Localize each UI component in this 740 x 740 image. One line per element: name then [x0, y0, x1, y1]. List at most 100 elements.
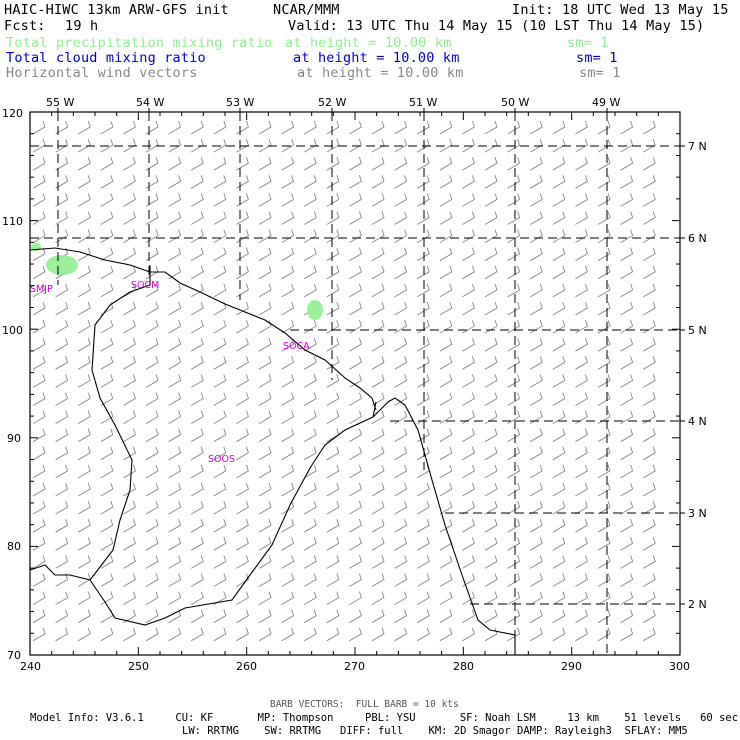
wind-barb	[529, 283, 543, 298]
wind-barb	[190, 519, 204, 533]
y-tick-label: 110	[2, 215, 23, 228]
wind-barb	[213, 609, 227, 624]
wind-barb	[507, 157, 521, 171]
wind-barb	[55, 229, 69, 243]
wind-barb	[55, 500, 69, 515]
wind-barb	[32, 537, 46, 551]
wind-barb	[168, 609, 182, 624]
wind-barb	[281, 283, 295, 298]
wind-barb	[642, 537, 656, 551]
wind-barb	[416, 627, 430, 642]
wind-barb	[123, 555, 136, 569]
wind-barb	[100, 356, 114, 370]
wind-barb	[620, 157, 634, 171]
wind-barb	[213, 211, 227, 225]
wind-barb	[462, 374, 475, 388]
wind-barb	[484, 193, 498, 207]
wind-barb	[190, 138, 204, 153]
wind-barb	[190, 356, 204, 370]
wind-barb	[507, 193, 521, 207]
wind-barb	[529, 537, 543, 551]
model-info-line2: LW: RRTMG SW: RRTMG DIFF: full KM: 2D Sm…	[182, 725, 688, 737]
wind-barb	[529, 519, 543, 533]
y-axis-labels: 70 80 90 100 110 120	[2, 107, 23, 662]
wind-barb	[416, 482, 430, 497]
wind-barb	[190, 374, 204, 388]
wind-barb	[213, 356, 227, 370]
wind-barb	[439, 211, 453, 225]
wind-barb	[55, 591, 69, 605]
wind-barb	[552, 157, 566, 171]
wind-barb	[145, 591, 159, 605]
wind-barb	[507, 283, 521, 298]
precip-blob	[307, 300, 323, 320]
wind-barb	[145, 120, 159, 135]
wind-barb	[439, 555, 453, 569]
wind-barb	[213, 555, 227, 569]
wind-barb	[394, 175, 408, 189]
wind-barb	[100, 428, 114, 443]
wind-barb	[462, 301, 475, 316]
wind-barb	[371, 609, 385, 624]
wind-barb	[258, 482, 272, 497]
wind-barb	[484, 138, 498, 153]
wind-barb	[507, 591, 521, 605]
init-time: Init: 18 UTC Wed 13 May 15	[512, 2, 729, 18]
wind-barb	[394, 157, 408, 171]
wind-barb	[77, 374, 91, 388]
wind-barb	[190, 157, 204, 171]
wind-barb	[394, 500, 408, 515]
wind-barb	[484, 229, 498, 243]
wind-barb	[326, 356, 340, 370]
wind-barb	[462, 482, 475, 497]
wind-barb	[416, 519, 430, 533]
wind-barb	[168, 555, 182, 569]
wind-barb	[77, 301, 91, 316]
org-label: NCAR/MMM	[273, 2, 340, 18]
wind-barb	[597, 338, 611, 352]
wind-barb	[303, 138, 317, 153]
wind-barb	[326, 283, 340, 298]
wind-barb	[32, 247, 46, 262]
wind-barb	[55, 609, 69, 624]
wind-barb	[190, 392, 204, 406]
wind-barb	[100, 464, 114, 479]
wind-barb	[484, 301, 498, 316]
wind-barb	[349, 301, 362, 316]
wind-barb	[100, 627, 114, 642]
wind-barb	[77, 157, 91, 171]
wind-barb	[575, 120, 588, 135]
wind-barb	[145, 609, 159, 624]
wind-barb	[642, 157, 656, 171]
wind-barb	[168, 247, 182, 262]
wind-barb	[326, 591, 340, 605]
wind-barb	[145, 410, 159, 424]
wind-barb	[575, 392, 588, 406]
lat-label: 4 N	[688, 415, 707, 428]
wind-barb	[507, 537, 521, 551]
wind-barb	[575, 175, 588, 189]
wind-barb	[552, 500, 566, 515]
wind-barb	[620, 265, 634, 280]
wind-barb	[552, 428, 566, 443]
wind-barb	[123, 627, 136, 642]
wind-barb	[620, 374, 634, 388]
wind-barb	[168, 265, 182, 280]
wind-barb	[326, 120, 340, 135]
wind-barb	[507, 519, 521, 533]
wind-barb	[575, 519, 588, 533]
x-axis-labels: 240 250 260 270 280 290 300	[20, 660, 690, 673]
wind-barb	[529, 627, 543, 642]
wind-barb	[281, 374, 295, 388]
wind-barb	[371, 265, 385, 280]
wind-barb	[123, 591, 136, 605]
wind-barb	[190, 482, 204, 497]
wind-barb	[168, 446, 182, 461]
wind-barb	[416, 175, 430, 189]
wind-barb	[349, 157, 362, 171]
wind-barb	[597, 265, 611, 280]
wind-barb	[394, 120, 408, 135]
wind-barb	[213, 175, 227, 189]
wind-barb	[507, 175, 521, 189]
wind-barb	[32, 138, 46, 153]
